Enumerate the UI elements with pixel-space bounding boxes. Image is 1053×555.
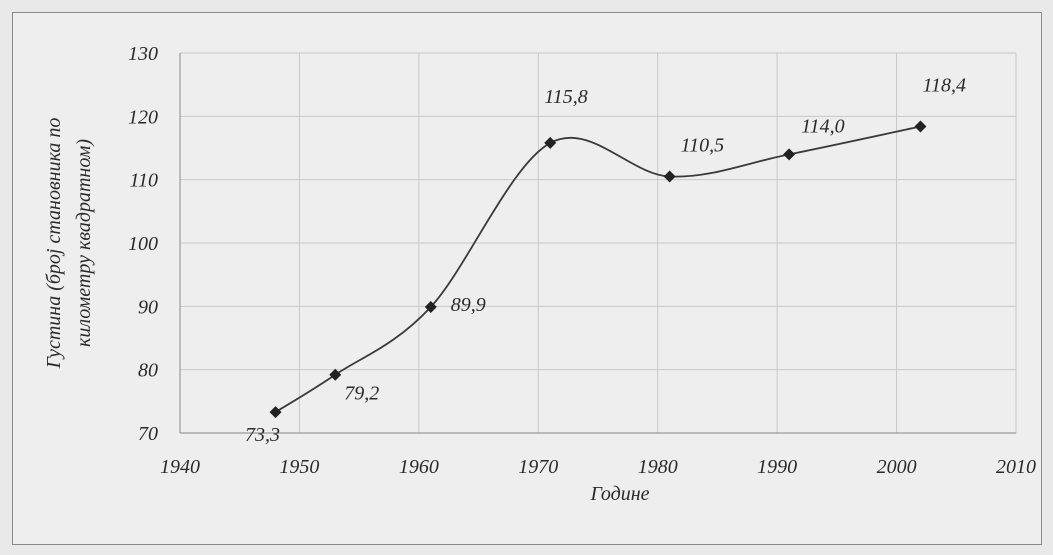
y-tick-label: 70 <box>138 423 158 445</box>
x-tick-label: 1940 <box>160 456 200 478</box>
x-tick-label: 1990 <box>757 456 797 478</box>
x-tick-label: 1980 <box>638 456 678 478</box>
data-point-marker <box>914 120 927 133</box>
data-point-marker <box>269 406 282 419</box>
data-label: 79,2 <box>344 383 379 405</box>
x-tick-label: 1960 <box>399 456 439 478</box>
data-markers <box>269 120 927 419</box>
chart-frame <box>12 12 1042 545</box>
y-tick-label: 80 <box>138 360 158 382</box>
x-tick-label: 2000 <box>877 456 917 478</box>
y-tick-label: 90 <box>138 296 158 318</box>
y-tick-label: 110 <box>129 170 158 192</box>
data-label: 115,8 <box>544 86 588 108</box>
data-label: 89,9 <box>451 294 486 316</box>
y-axis-title-line1: Густина (број становника по <box>43 118 65 370</box>
data-point-marker <box>783 148 796 161</box>
data-label: 110,5 <box>681 135 725 157</box>
x-tick-label: 1970 <box>518 456 558 478</box>
data-label: 73,3 <box>245 424 280 446</box>
y-tick-label: 130 <box>128 43 158 65</box>
data-label: 114,0 <box>801 115 845 137</box>
x-tick-label: 1950 <box>279 456 319 478</box>
y-tick-label: 100 <box>128 233 158 255</box>
data-point-marker <box>329 368 342 381</box>
data-point-marker <box>663 170 676 183</box>
x-axis-title: Године <box>590 483 650 505</box>
data-labels: 73,3 79,2 89,9 115,8 110,5 114,0 118,4 <box>245 74 966 446</box>
x-tick-label: 2010 <box>996 456 1036 478</box>
data-point-marker <box>544 136 557 149</box>
tick-labels: 1940 1950 1960 1970 1980 1990 2000 2010 70 80 90 10… <box>128 43 1036 478</box>
data-label: 118,4 <box>922 74 966 96</box>
y-axis-title-line2: километру квадратном) <box>73 139 95 347</box>
data-point-marker <box>424 300 437 313</box>
grid-lines <box>179 52 1017 434</box>
y-tick-label: 120 <box>128 106 158 128</box>
y-axis-title: Густина (број становника по километру кв… <box>43 118 95 370</box>
axes <box>179 53 1016 434</box>
